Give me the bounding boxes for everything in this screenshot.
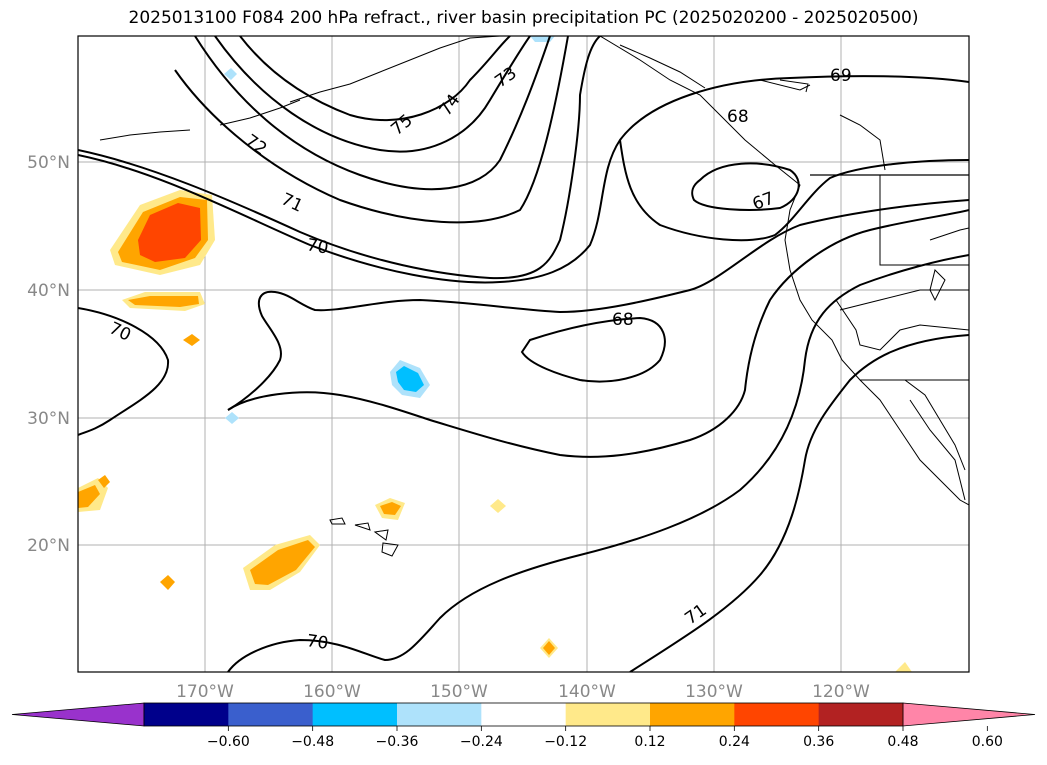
contour-line <box>629 334 969 672</box>
colorbar-segment <box>565 703 651 726</box>
contour-label: 68 <box>727 107 749 127</box>
contour-line <box>227 254 969 672</box>
colorbar: −0.60 −0.48 −0.36 −0.24 −0.12 0.12 0.24 0.36 0.4… <box>11 702 1036 750</box>
positive-anomaly-area <box>160 575 175 590</box>
colorbar-segment <box>312 703 398 726</box>
positive-anomaly-area <box>78 485 100 508</box>
positive-anomaly-area <box>380 502 401 515</box>
colorbar-tick-label: −0.60 <box>207 734 250 750</box>
lon-label: 120°W <box>812 682 870 702</box>
contour-line <box>227 209 969 458</box>
contour-line <box>194 36 551 191</box>
precipitation-shading <box>78 36 912 672</box>
positive-anomaly-area <box>138 203 201 262</box>
lon-label: 130°W <box>685 682 743 702</box>
contour-label: 75 <box>387 111 416 140</box>
lon-label: 170°W <box>176 682 234 702</box>
contour-line <box>227 199 969 411</box>
positive-anomaly-area <box>543 641 555 655</box>
colorbar-tick-label: 0.12 <box>634 734 665 750</box>
colorbar-tick-label: 0.60 <box>972 734 1003 750</box>
colorbar-tick-label: −0.12 <box>544 734 587 750</box>
colorbar-segment <box>734 703 820 726</box>
positive-anomaly-area <box>250 540 315 585</box>
refractivity-contours <box>78 36 969 672</box>
colorbar-segment <box>650 703 735 726</box>
contour-label: 70 <box>305 631 329 654</box>
lat-label: 50°N <box>27 153 70 173</box>
contour-label: 70 <box>305 235 330 258</box>
colorbar-tick-label: −0.24 <box>460 734 503 750</box>
negative-anomaly-area <box>530 36 555 42</box>
colorbar-upper-extension <box>902 702 1036 727</box>
contour-line <box>78 36 601 280</box>
contour-line <box>214 36 531 153</box>
positive-anomaly-area <box>128 296 199 307</box>
map-title: 2025013100 F084 200 hPa refract., river … <box>128 8 919 28</box>
contour-label: 71 <box>278 189 306 216</box>
colorbar-frame <box>143 702 904 727</box>
colorbar-segment <box>228 703 314 726</box>
negative-anomaly-area <box>225 412 239 424</box>
colorbar-segment <box>144 703 229 726</box>
colorbar-tick-label: −0.36 <box>376 734 419 750</box>
contour-label: 70 <box>106 318 134 345</box>
contour-line <box>78 307 170 436</box>
contour-label: 73 <box>491 63 520 92</box>
colorbar-lower-extension <box>11 702 145 727</box>
colorbar-tick-label: 0.48 <box>887 734 918 750</box>
contour-line <box>619 139 969 242</box>
contour-label: 74 <box>436 91 465 120</box>
positive-anomaly-area <box>895 662 912 672</box>
contour-line <box>239 36 511 122</box>
map-frame <box>77 35 970 673</box>
colorbar-segment <box>818 703 904 726</box>
contour-line <box>520 316 666 383</box>
contour-label: 71 <box>681 600 710 629</box>
contour-line <box>78 75 969 284</box>
contour-label: 68 <box>612 310 634 330</box>
colorbar-segment <box>481 703 567 726</box>
colorbar-tick-label: −0.48 <box>291 734 334 750</box>
lat-label: 40°N <box>27 281 70 301</box>
colorbar-tick-label: 0.36 <box>803 734 834 750</box>
positive-anomaly-area <box>183 334 200 346</box>
contour-line <box>691 162 800 211</box>
contour-label: 72 <box>241 131 270 160</box>
lat-label: 30°N <box>27 409 70 429</box>
negative-anomaly-area <box>224 68 237 80</box>
latitude-labels: 50°N 40°N 30°N 20°N <box>27 153 70 556</box>
lat-label: 20°N <box>27 536 70 556</box>
positive-anomaly-area <box>490 499 506 513</box>
longitude-labels: 170°W 160°W 150°W 140°W 130°W 120°W <box>176 682 870 702</box>
contour-line <box>174 36 569 224</box>
lon-label: 140°W <box>558 682 616 702</box>
lon-label: 160°W <box>303 682 361 702</box>
map-area: 75 74 73 72 71 70 70 70 69 68 68 67 71 <box>78 36 969 672</box>
positive-anomaly-area <box>98 475 110 488</box>
contour-labels: 75 74 73 72 71 70 70 70 69 68 68 67 71 <box>106 63 852 654</box>
negative-anomaly-area <box>396 366 424 392</box>
coastlines <box>99 36 969 557</box>
contour-label: 69 <box>830 66 852 86</box>
colorbar-tick-label: 0.24 <box>719 734 750 750</box>
colorbar-segment <box>397 703 482 726</box>
lon-label: 150°W <box>430 682 488 702</box>
